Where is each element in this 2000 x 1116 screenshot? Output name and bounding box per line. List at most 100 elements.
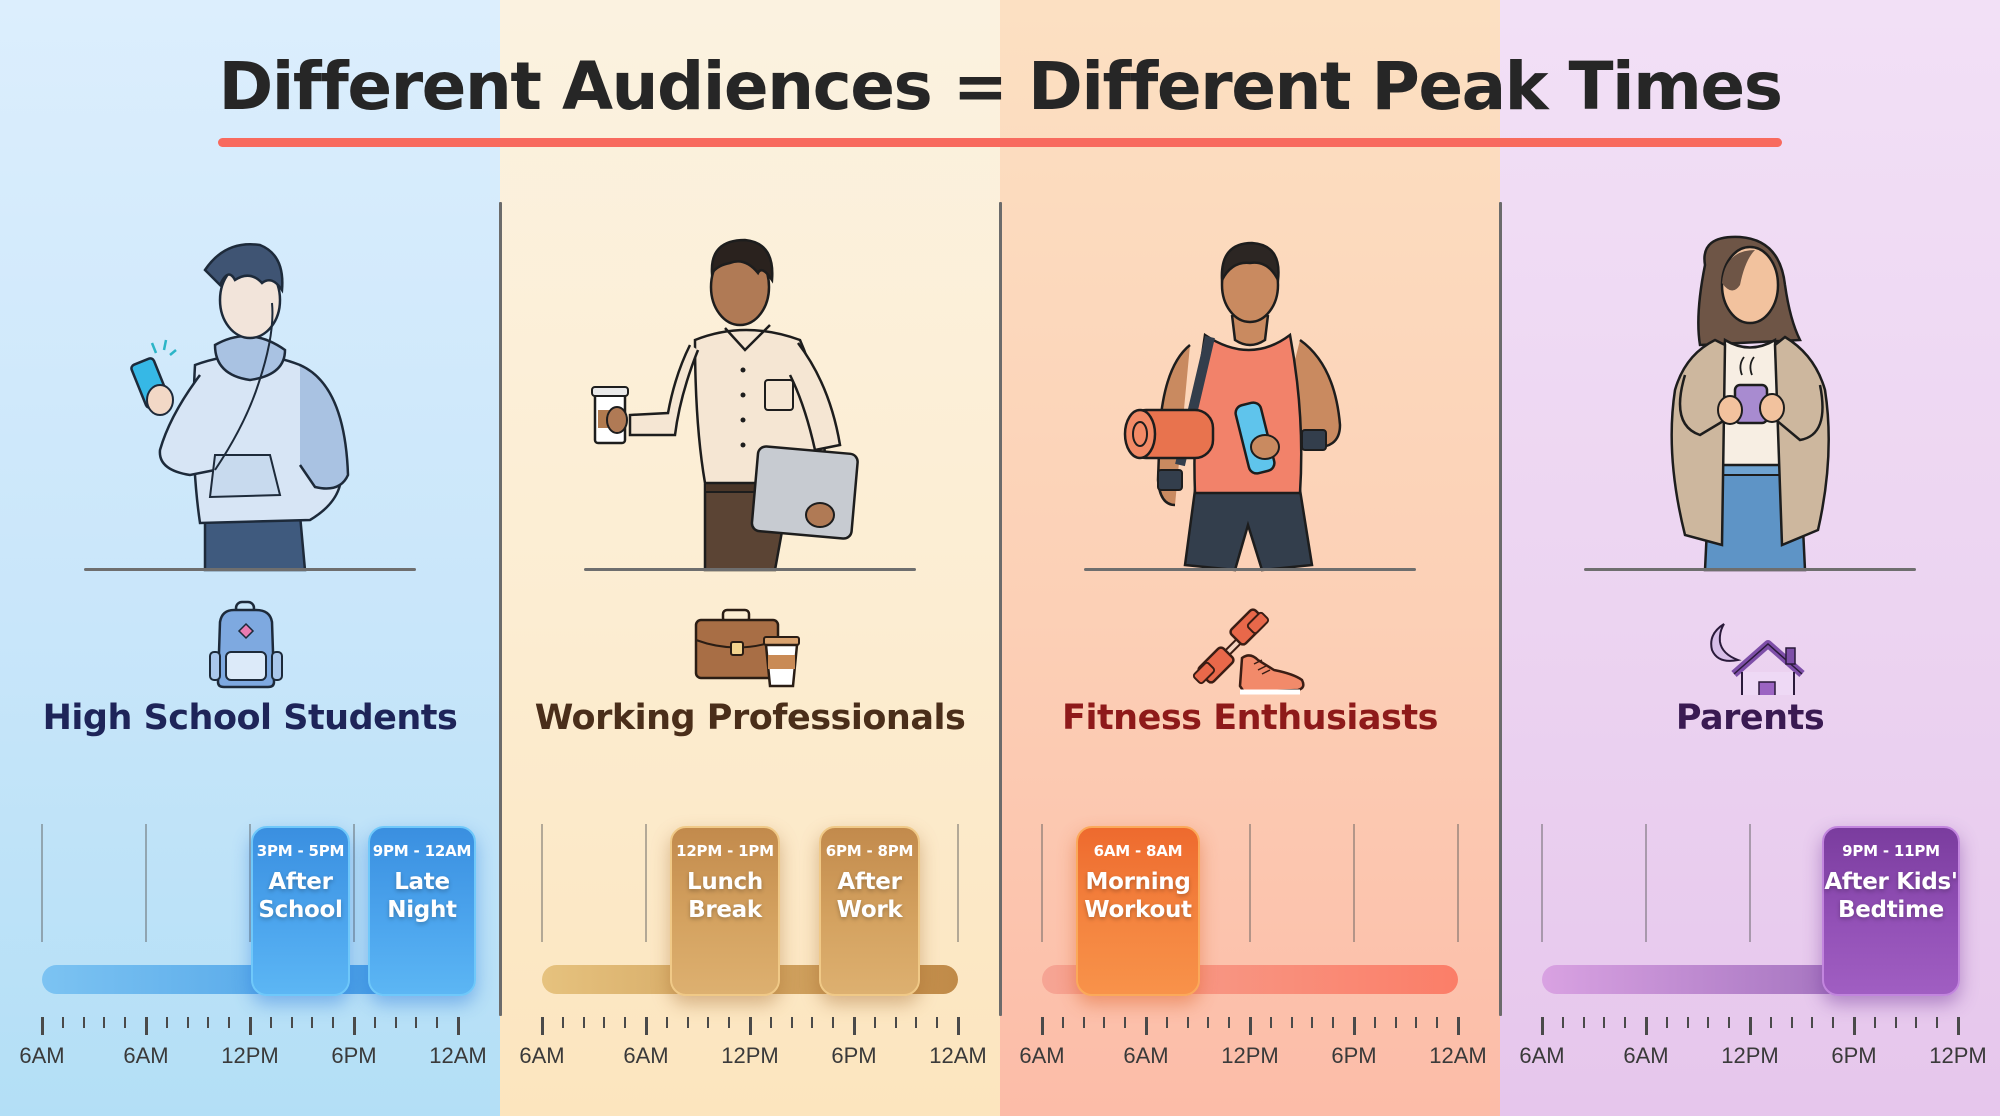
dumbbell-sneaker-icon [1000,600,1500,695]
peak-label: School [258,897,343,923]
axis-tick [915,1017,918,1028]
axis-label: 6PM [331,1043,377,1068]
gridline [1249,824,1251,942]
audience-heading: Working Professionals [534,698,966,738]
gridline [957,824,959,942]
axis-tick [561,1017,564,1028]
peak-label: After Kids' [1824,869,1958,895]
gridline [249,824,251,942]
axis-tick [1061,1017,1064,1028]
axis-label: 6PM [831,1043,877,1068]
audience-column: Working Professionals 6AM 6AM 12PM 6PM 1… [500,0,1000,1116]
ground-line [84,568,416,571]
axis-tick [1665,1017,1668,1028]
axis-tick [1707,1017,1710,1028]
axis-label: 6AM [1123,1043,1169,1068]
axis-tick [332,1017,335,1028]
peak-time: 6AM - 8AM [1093,842,1183,860]
axis-tick [1332,1017,1335,1028]
gridline [541,824,543,942]
axis-tick [1790,1017,1793,1028]
axis-tick [686,1017,689,1028]
axis-tick [249,1017,252,1035]
peak-time: 12PM - 1PM [676,842,774,860]
professional-figure-illustration [500,225,1000,575]
axis-tick [1041,1017,1044,1035]
axis-tick [936,1017,939,1028]
axis-tick [1269,1017,1272,1028]
briefcase-coffee-icon [500,600,1000,695]
gridline [645,824,647,942]
axis-tick [394,1017,397,1028]
peak-time: 9PM - 11PM [1842,842,1940,860]
peak-label: Late [394,869,450,895]
peak-label: Lunch [687,869,763,895]
axis-tick [1541,1017,1544,1035]
axis-label: 6AM [1623,1043,1669,1068]
axis-tick [103,1017,106,1028]
ground-line [1084,568,1416,571]
axis-tick [728,1017,731,1028]
axis-tick [1582,1017,1585,1028]
peak-time: 3PM - 5PM [256,842,345,860]
axis-tick [436,1017,439,1028]
axis-tick [1603,1017,1606,1028]
parent-figure-illustration [1500,225,2000,575]
audience-column: Fitness Enthusiasts 6AM 6AM 12PM 6PM 12A… [1000,0,1500,1116]
peak-label: After [268,869,333,895]
axis-tick [415,1017,418,1028]
axis-label: 12AM [429,1043,487,1068]
axis-tick [832,1017,835,1028]
peak-card-after-work: 6PM - 8PM After Work [819,826,920,996]
axis-tick [1207,1017,1210,1028]
axis-tick [1124,1017,1127,1028]
ground-line [584,568,916,571]
axis-tick [290,1017,293,1028]
gridline [353,824,355,942]
peak-label: Work [836,897,903,923]
axis-label: 12AM [929,1043,987,1068]
axis-tick [541,1017,544,1035]
axis-tick [1103,1017,1106,1028]
axis-tick [186,1017,189,1028]
axis-tick [1894,1017,1897,1028]
axis-tick [1457,1017,1460,1035]
axis-tick [1561,1017,1564,1028]
axis-tick [1311,1017,1314,1028]
axis-tick [624,1017,627,1028]
axis-label: 6PM [1331,1043,1377,1068]
axis-tick [311,1017,314,1028]
axis-tick [1749,1017,1752,1035]
axis-tick [353,1017,356,1035]
axis-label: 6AM [1019,1043,1065,1068]
axis-tick [1769,1017,1772,1028]
axis-tick [1645,1017,1648,1035]
axis-tick [707,1017,710,1028]
axis-tick [1353,1017,1356,1035]
page-title: Different Audiences = Different Peak Tim… [218,48,1783,125]
axis-tick [124,1017,127,1028]
athlete-figure-illustration [1000,225,1500,575]
gridline [1457,824,1459,942]
backpack-icon [0,600,500,695]
axis-tick [1186,1017,1189,1028]
axis-tick [1394,1017,1397,1028]
axis-label: 12PM [221,1043,279,1068]
ground-line [1584,568,1916,571]
axis-tick [894,1017,897,1028]
peak-label: Morning [1085,869,1191,895]
audience-column: Parents 6AM 6AM 12PM 6PM 12PM 9PM - 11PM… [1500,0,2000,1116]
peak-label: Night [387,897,457,923]
axis-tick [1728,1017,1731,1028]
gridline [1645,824,1647,942]
axis-tick [603,1017,606,1028]
axis-tick [207,1017,210,1028]
gridline [1541,824,1543,942]
axis-label: 12PM [1721,1043,1779,1068]
axis-tick [1415,1017,1418,1028]
axis-tick [853,1017,856,1035]
peak-card-morning-workout: 6AM - 8AM Morning Workout [1076,826,1200,996]
axis-label: 12AM [1429,1043,1487,1068]
axis-tick [41,1017,44,1035]
axis-tick [1936,1017,1939,1028]
